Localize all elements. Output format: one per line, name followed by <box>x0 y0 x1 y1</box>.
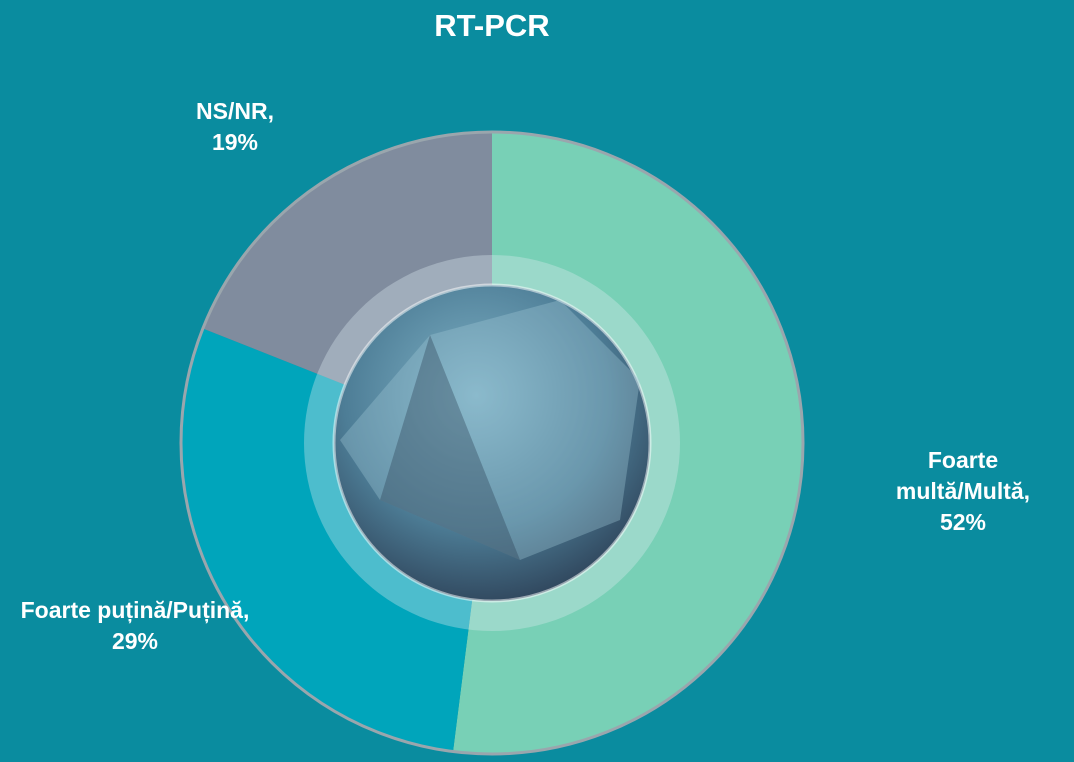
data-label: Foarte multă/Multă,52% <box>858 445 1068 538</box>
page: {"chart_data": {"type": "pie", "title": … <box>0 0 1074 762</box>
data-label: NS/NR,19% <box>160 96 310 158</box>
label-category: NS/NR, <box>160 96 310 127</box>
chart-title: RT-PCR <box>0 8 984 44</box>
label-category: Foarte puțină/Puțină, <box>10 595 260 626</box>
data-label: Foarte puțină/Puțină,29% <box>10 595 260 657</box>
label-category: Foarte multă/Multă, <box>858 445 1068 507</box>
label-value: 52% <box>858 507 1068 538</box>
label-value: 19% <box>160 127 310 158</box>
label-value: 29% <box>10 626 260 657</box>
